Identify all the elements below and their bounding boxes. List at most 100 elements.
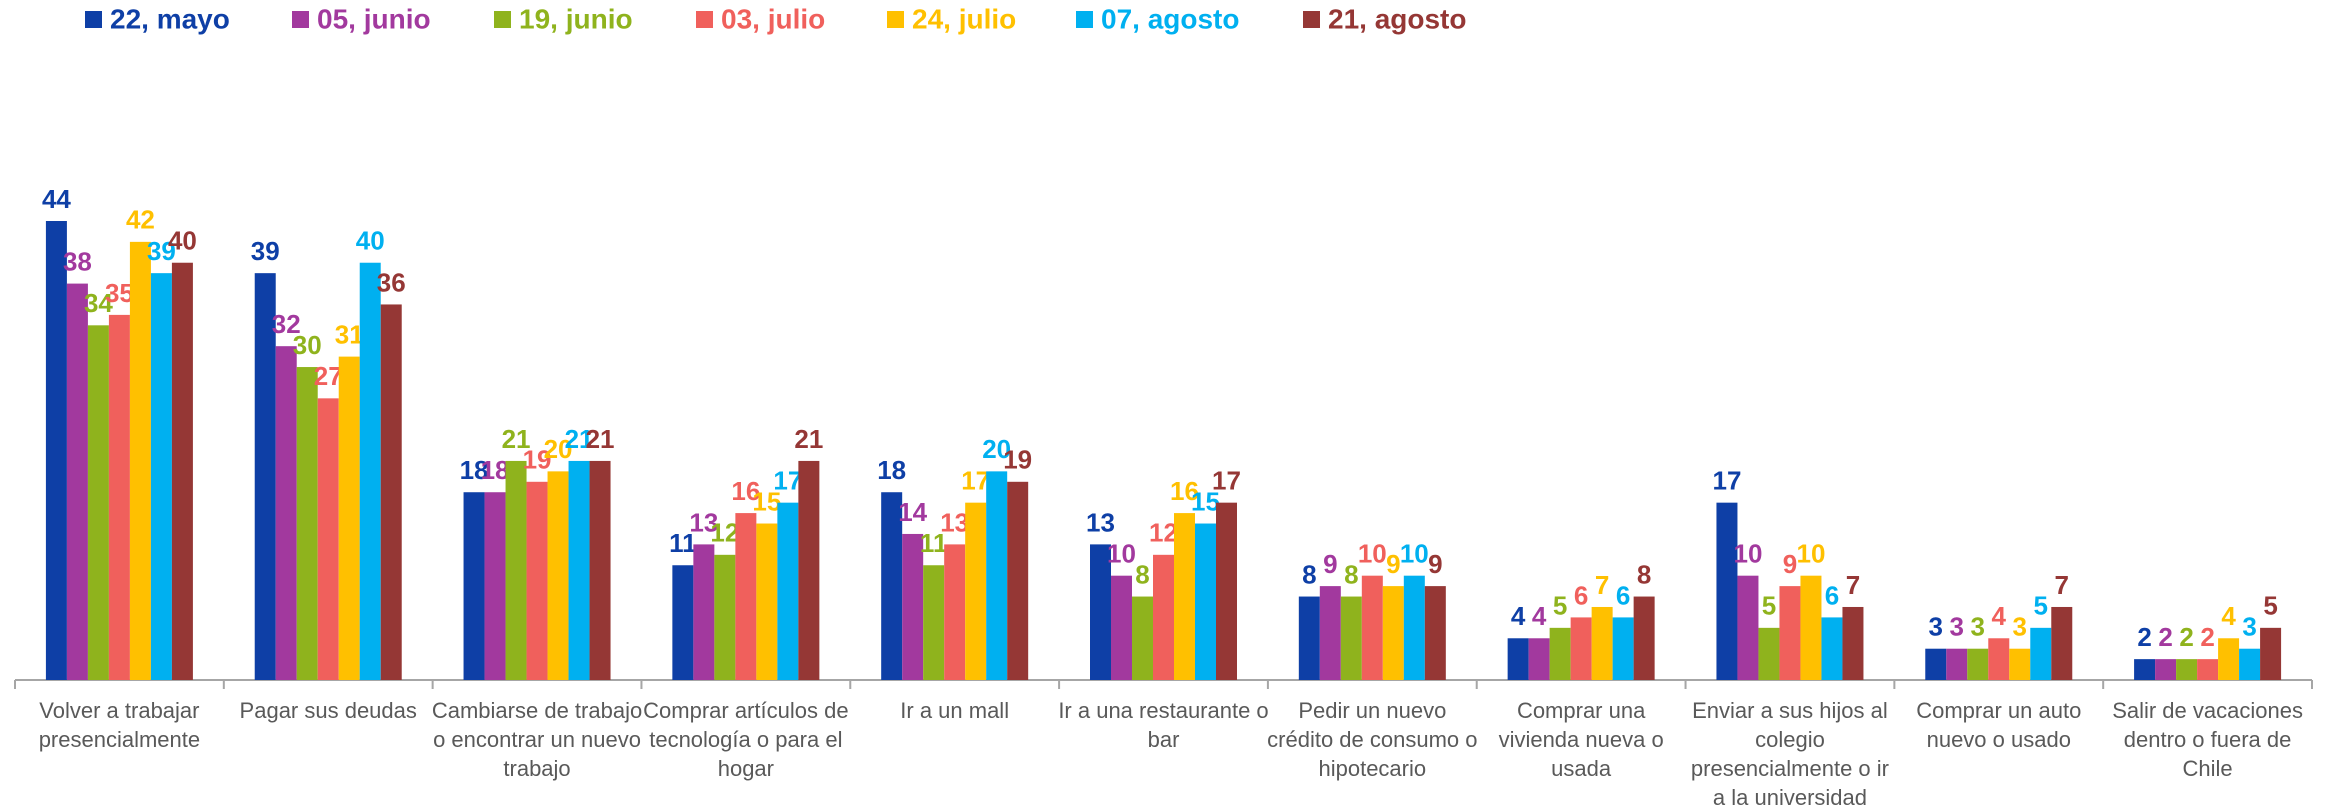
value-label: 12 (710, 518, 739, 548)
bar (296, 367, 318, 680)
value-label: 20 (544, 434, 573, 464)
value-label: 31 (335, 319, 364, 349)
bar (944, 544, 966, 680)
x-tick-label: Cambiarse de trabajo o encontrar un nuevo… (432, 698, 642, 781)
legend-swatch (1076, 11, 1093, 28)
bar (1319, 586, 1341, 680)
legend-swatch (1303, 11, 1320, 28)
bar (1195, 523, 1216, 680)
bar (2176, 659, 2198, 680)
bar (1424, 586, 1446, 680)
x-tick-label: Comprar artículos de tecnología o para el… (643, 698, 848, 781)
bar (2155, 659, 2177, 680)
bar (1403, 575, 1425, 680)
value-label: 12 (1149, 518, 1178, 548)
label-line: Enviar a sus hijos al (1692, 698, 1888, 723)
bar (735, 513, 757, 680)
bar (359, 262, 381, 680)
bar (1633, 596, 1655, 680)
value-label: 39 (147, 236, 176, 266)
value-label: 5 (1762, 591, 1776, 621)
bar (2218, 638, 2240, 680)
bar (1716, 502, 1738, 680)
legend-text: 21, agosto (1328, 3, 1466, 34)
bar (1821, 617, 1843, 680)
bar (484, 492, 506, 680)
bar (380, 304, 402, 680)
label-line: Comprar una (1517, 698, 1646, 723)
value-label: 38 (63, 246, 92, 276)
bar (902, 533, 924, 680)
value-label: 5 (2263, 591, 2277, 621)
value-label: 4 (2221, 601, 2236, 631)
value-label: 15 (1191, 486, 1220, 516)
x-tick-label: Ir a un mall (900, 698, 1009, 723)
value-label: 20 (982, 434, 1011, 464)
x-tick-label: Comprar un auto nuevo o usado (1916, 698, 2081, 752)
bar (66, 283, 88, 680)
value-label: 30 (293, 330, 322, 360)
value-label: 10 (1796, 539, 1825, 569)
value-label: 40 (168, 226, 197, 256)
label-line: Comprar artículos de (643, 698, 848, 723)
bar (965, 502, 987, 680)
legend-swatch (494, 11, 511, 28)
bar (505, 460, 527, 680)
bar (2134, 659, 2156, 680)
bar (756, 523, 778, 680)
bar (1988, 638, 2010, 680)
x-tick-label: Volver a trabajar presencialmente (39, 698, 200, 752)
value-label: 2 (2200, 622, 2214, 652)
value-label: 10 (1400, 539, 1429, 569)
value-label: 2 (2179, 622, 2193, 652)
value-label: 21 (565, 424, 594, 454)
bar (1174, 513, 1195, 680)
value-label: 4 (1992, 601, 2007, 631)
bar (1758, 627, 1780, 680)
label-line: crédito de consumo o (1267, 727, 1477, 752)
bar (2197, 659, 2219, 680)
bar (1361, 575, 1383, 680)
value-label: 8 (1637, 559, 1651, 589)
x-tick-label: Salir de vacaciones dentro o fuera de Chil… (2112, 698, 2303, 781)
value-label: 13 (689, 507, 718, 537)
value-label: 44 (42, 184, 71, 214)
label-line: presencialmente (39, 727, 200, 752)
label-line: hipotecario (1318, 756, 1426, 781)
legend-swatch (696, 11, 713, 28)
bar (2260, 627, 2282, 680)
value-label: 3 (1929, 612, 1943, 642)
bar (1570, 617, 1592, 680)
bar (798, 460, 820, 680)
bar (1298, 596, 1320, 680)
bar (672, 565, 694, 680)
label-line: hogar (718, 756, 774, 781)
label-line: Comprar un auto (1916, 698, 2081, 723)
value-label: 11 (669, 528, 697, 558)
legend-swatch (292, 11, 309, 28)
value-label: 7 (1846, 570, 1860, 600)
label-line: a la universidad (1713, 785, 1867, 809)
value-label: 4 (1511, 601, 1526, 631)
value-label: 3 (1950, 612, 1964, 642)
bar (1111, 575, 1132, 680)
bar (881, 492, 903, 680)
value-label: 9 (1783, 549, 1797, 579)
value-label: 5 (1553, 591, 1567, 621)
x-tick-label: Ir a una restaurante o bar (1058, 698, 1268, 752)
value-label: 8 (1302, 559, 1316, 589)
bar (150, 273, 172, 680)
legend-text: 05, junio (317, 3, 431, 34)
value-label: 9 (1428, 549, 1442, 579)
value-label: 10 (1733, 539, 1762, 569)
bar (693, 544, 715, 680)
bar (129, 241, 151, 680)
label-line: colegio (1755, 727, 1825, 752)
bar (1340, 596, 1362, 680)
value-label: 10 (1107, 539, 1136, 569)
x-tick-label: Pedir un nuevo crédito de consumo o hipote… (1267, 698, 1477, 781)
label-line: Volver a trabajar (39, 698, 199, 723)
value-label: 6 (1574, 580, 1588, 610)
value-label: 3 (2013, 612, 2027, 642)
